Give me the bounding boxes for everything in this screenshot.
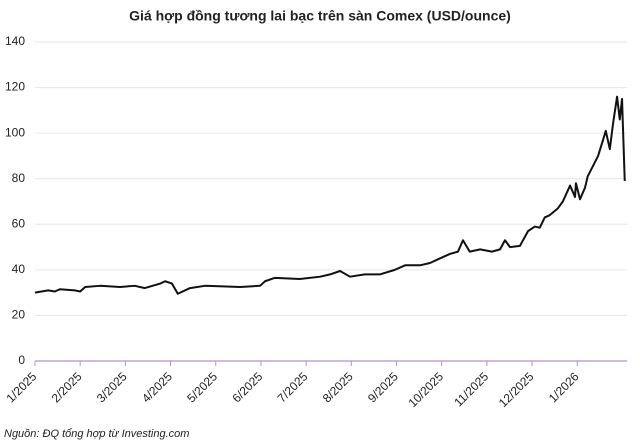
x-tick-label: 4/2025 (139, 369, 175, 405)
y-tick-label: 60 (12, 216, 26, 230)
x-tick-label: 2/2025 (49, 369, 85, 405)
x-tick-label: 10/2025 (406, 369, 447, 410)
y-tick-label: 0 (18, 353, 25, 367)
y-tick-label: 20 (12, 308, 26, 322)
x-tick-label: 8/2025 (320, 369, 356, 405)
x-tick-label: 9/2025 (365, 369, 401, 405)
chart-title: Giá hợp đồng tương lai bạc trên sàn Come… (129, 8, 511, 24)
x-tick-label: 11/2025 (451, 369, 491, 409)
y-tick-label: 80 (12, 171, 26, 185)
x-tick-label: 1/2026 (546, 369, 582, 405)
x-tick-label: 7/2025 (275, 369, 311, 405)
x-tick-label: 12/2025 (496, 369, 537, 410)
source-note: Nguồn: ĐQ tổng hợp từ Investing.com (4, 428, 189, 440)
y-tick-label: 140 (5, 34, 25, 48)
y-tick-label: 100 (5, 125, 25, 139)
line-series (34, 95, 626, 295)
y-tick-label: 120 (5, 80, 25, 94)
x-tick-label: 6/2025 (229, 369, 265, 405)
x-tick-label: 3/2025 (94, 369, 130, 405)
x-tick-label: 1/2025 (4, 369, 40, 405)
x-tick-label: 5/2025 (184, 369, 220, 405)
y-tick-label: 40 (12, 262, 26, 276)
